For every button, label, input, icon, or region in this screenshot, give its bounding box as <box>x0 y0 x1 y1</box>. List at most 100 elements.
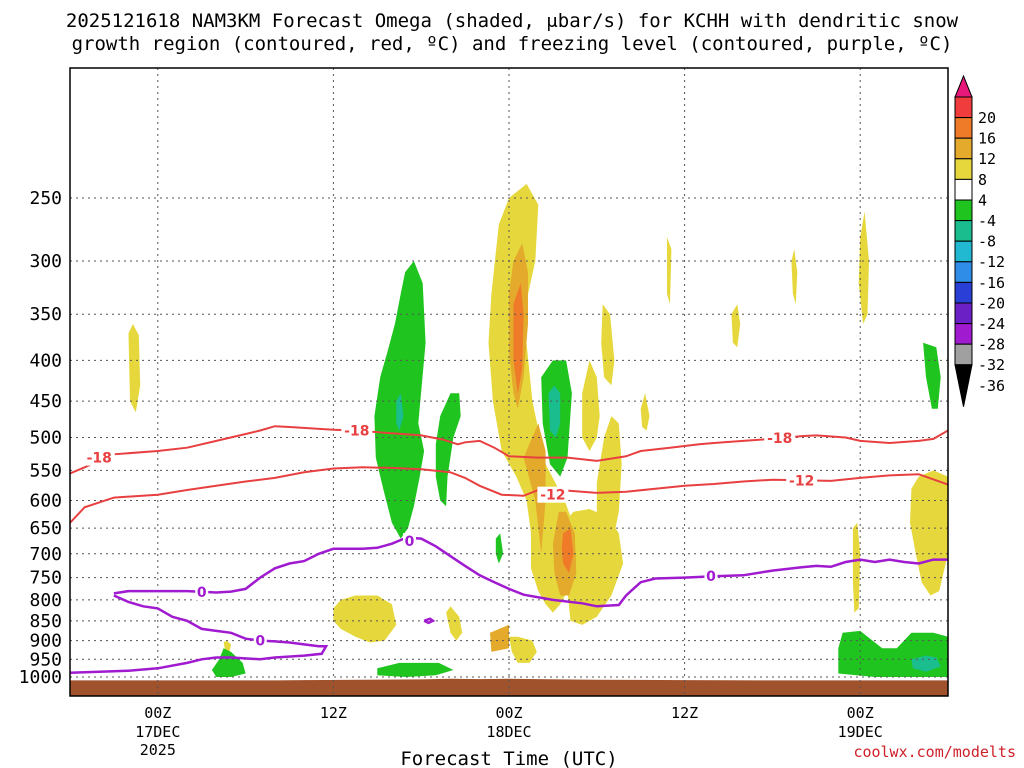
colorbar-label: -12 <box>978 253 1005 271</box>
contour-label: -18 <box>767 431 792 447</box>
omega-region-pos4-9 <box>791 249 798 305</box>
y-tick-label: 400 <box>29 350 62 371</box>
x-tick-date-label: 18DEC <box>486 723 531 741</box>
omega-region-neg4-1 <box>435 393 461 507</box>
freezing-level-contour-0 <box>113 536 948 608</box>
y-tick-label: 950 <box>29 649 62 670</box>
omega-region-pos12-1 <box>561 528 574 573</box>
colorbar-label: -20 <box>978 294 1005 312</box>
omega-region-neg8-1 <box>548 385 561 438</box>
y-tick-label: 700 <box>29 544 62 565</box>
x-tick-label: 00Z <box>495 704 522 722</box>
colorbar-label: 8 <box>978 171 987 189</box>
contour-label-bg-5 <box>195 584 209 601</box>
contour-label: 0 <box>405 534 415 550</box>
colorbar-swatch <box>954 281 973 304</box>
omega-region-pos4-15 <box>509 636 537 663</box>
contour-label: -18 <box>87 451 112 467</box>
y-tick-label: 300 <box>29 251 62 272</box>
omega-region-neg4-5 <box>377 662 454 677</box>
omega-region-pos4-5 <box>596 416 622 534</box>
colorbar-swatch <box>954 343 973 366</box>
colorbar-swatch <box>954 302 973 325</box>
omega-region-pos4-16 <box>223 640 231 652</box>
x-tick-label: 12Z <box>320 704 347 722</box>
chart-title-line-1: 2025121618 NAM3KM Forecast Omega (shaded… <box>65 10 959 32</box>
x-tick-label: 00Z <box>847 704 874 722</box>
omega-region-pos4-13 <box>333 595 397 643</box>
y-tick-label: 900 <box>29 631 62 652</box>
contour-label-bg-3 <box>537 486 569 503</box>
contour-label: 0 <box>255 634 265 650</box>
omega-region-pos4-10 <box>858 211 869 324</box>
y-tick-label: 250 <box>29 188 62 209</box>
omega-region-pos8-3 <box>490 624 509 652</box>
contour-label: 0 <box>197 585 207 601</box>
colorbar-label: -32 <box>978 356 1005 374</box>
omega-region-pos4-8 <box>731 304 741 348</box>
y-tick-label: 600 <box>29 490 62 511</box>
colorbar-label: -28 <box>978 336 1005 354</box>
contour-label-bg-1 <box>341 422 373 439</box>
x-tick-label: 12Z <box>671 704 698 722</box>
contour-label-bg-0 <box>83 449 115 466</box>
x-tick-date-label: 17DEC <box>135 723 180 741</box>
colorbar-label: 16 <box>978 130 996 148</box>
contour-label-bg-4 <box>786 472 818 489</box>
colorbar-bottom-arrow <box>954 364 973 407</box>
plot-frame <box>69 67 949 697</box>
colorbar-swatch <box>954 178 973 201</box>
colorbar-label: 4 <box>978 191 987 209</box>
omega-region-pos4-4 <box>601 304 615 386</box>
contour-label: -18 <box>344 424 369 440</box>
colorbar-swatch <box>954 158 973 180</box>
colorbar-swatch <box>954 323 973 345</box>
omega-region-neg4-6 <box>923 342 941 409</box>
colorbar-swatch <box>954 240 973 263</box>
omega-region-pos4-14 <box>446 606 463 641</box>
y-tick-label: 500 <box>29 427 62 448</box>
plot-area: -18 -18 -18 -12 -12 0 0 0 0 <box>70 68 948 696</box>
contour-label: 0 <box>706 569 716 585</box>
contour-label: -12 <box>789 473 814 489</box>
contour-label-bg-6 <box>402 533 416 550</box>
colorbar-label: -8 <box>978 233 996 251</box>
y-tick-label: 800 <box>29 590 62 611</box>
colorbar-swatch <box>954 137 973 160</box>
colorbar-top-arrow <box>954 74 973 98</box>
colorbar-label: -36 <box>978 377 1005 395</box>
omega-region-neg4-7 <box>838 630 948 677</box>
colorbar-swatch <box>954 261 973 283</box>
omega-region-neg8-2 <box>911 655 941 672</box>
freezing-level-contour-2 <box>423 617 436 625</box>
contour-label: -12 <box>540 488 565 504</box>
x-tick-label: 00Z <box>144 704 171 722</box>
omega-region-pos4-6 <box>640 393 650 431</box>
y-tick-label: 650 <box>29 518 62 539</box>
colorbar-label: 12 <box>978 150 996 168</box>
omega-region-pos4-11 <box>852 522 861 613</box>
x-axis-title: Forecast Time (UTC) <box>400 748 617 768</box>
omega-region-neg4-3 <box>495 533 504 564</box>
x-tick-year-label: 2025 <box>140 741 176 759</box>
chart-title-line-2: growth region (contoured, red, ºC) and f… <box>71 33 953 55</box>
omega-region-neg4-4 <box>211 648 246 677</box>
colorbar-swatch <box>954 96 973 119</box>
colorbar-label: -24 <box>978 315 1005 333</box>
omega-region-pos12-0 <box>513 283 524 394</box>
omega-region-pos4-3 <box>582 360 600 451</box>
contour-label-bg-7 <box>704 568 718 585</box>
colorbar-swatch <box>954 220 973 242</box>
omega-region-pos8-1 <box>523 423 546 554</box>
x-tick-date-label: 19DEC <box>838 723 883 741</box>
colorbar: 20 16 12 8 4 -4 -8 -12 -16 -20 -24 -28 -32 -36 <box>954 74 1005 407</box>
omega-region-pos4-2 <box>560 509 624 625</box>
contour-label-bg-8 <box>253 632 267 649</box>
omega-region-neg8-0 <box>396 393 404 431</box>
colorbar-swatch <box>954 117 973 139</box>
y-tick-label: 350 <box>29 304 62 325</box>
freezing-level-contour-1 <box>70 594 329 675</box>
colorbar-label: 20 <box>978 109 996 127</box>
y-tick-label: 850 <box>29 611 62 632</box>
